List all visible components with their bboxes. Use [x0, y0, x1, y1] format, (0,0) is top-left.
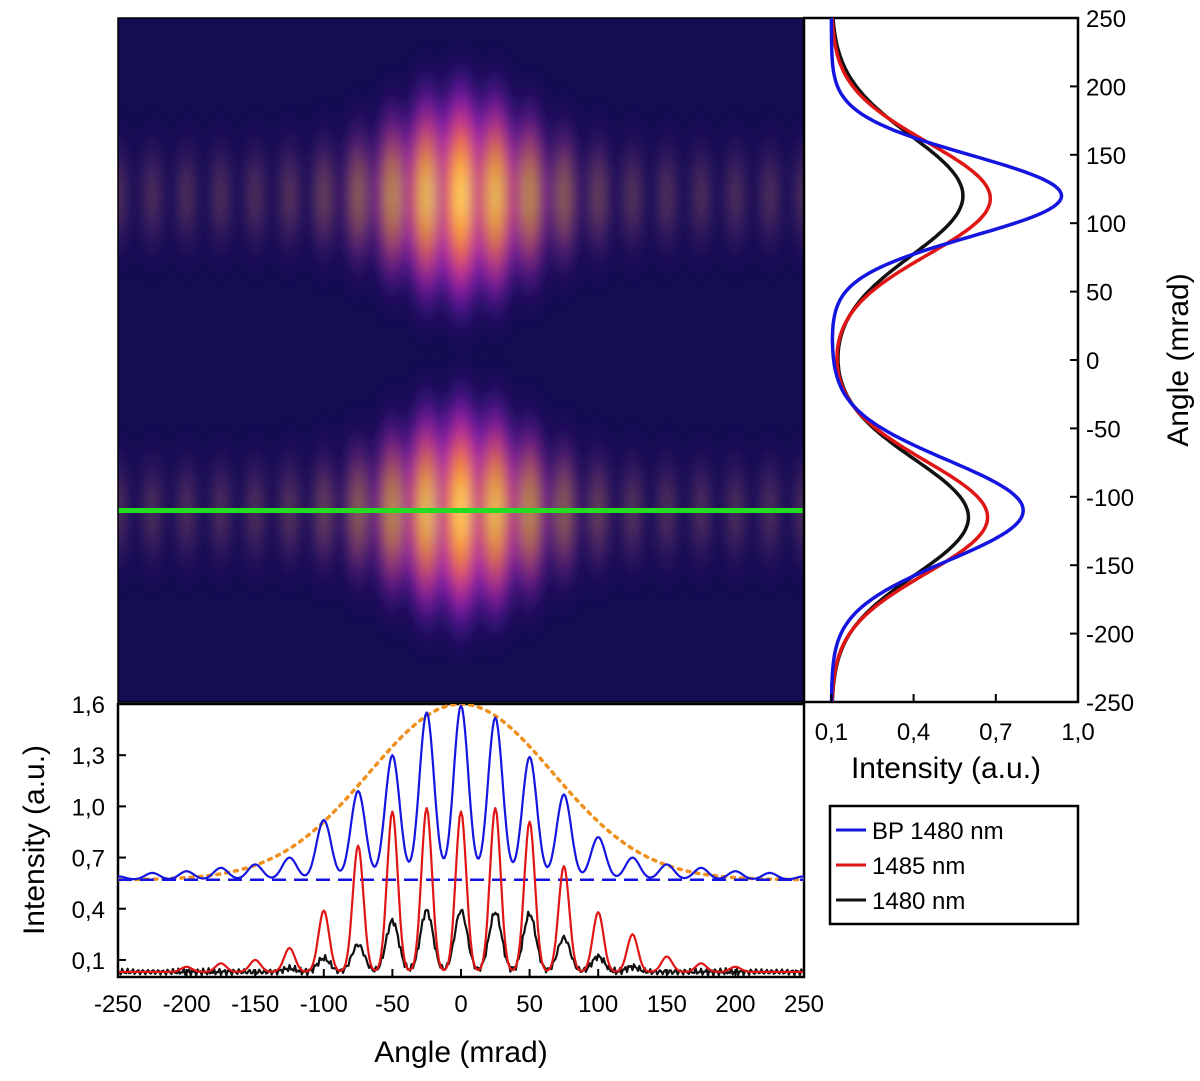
bottom-profile-plot: -250 -200 -150 -100 -50 0 50 100 150 200 250 0,10,…	[18, 692, 824, 1069]
fringe-layer	[118, 70, 804, 636]
side-y-tick-label-5: 0	[1086, 348, 1099, 375]
fringe-lobe-0-8	[372, 98, 413, 293]
bottom-x-tick-label-6: 50	[516, 991, 543, 1018]
bottom-x-tick-label-10: 250	[784, 991, 824, 1018]
fringe-lobe-0-10	[435, 70, 487, 321]
fringe-lobe-0-0	[118, 140, 130, 251]
side-y-tick-label-8: -150	[1086, 553, 1134, 580]
bottom-x-tick-label-3: -100	[300, 991, 348, 1018]
bottom-plot-frame	[116, 702, 806, 979]
side-y-tick-label-10: -250	[1086, 690, 1134, 717]
side-y-tick-label-9: -200	[1086, 622, 1134, 649]
side-x-ticks: 0,1 0,4 0,7 1,0	[815, 694, 1095, 746]
fringe-lobe-0-19	[757, 140, 782, 251]
fringe-lobe-0-20	[792, 140, 804, 251]
side-y-tick-label-0: 250	[1086, 6, 1126, 33]
side-x-tick-label-0: 0,1	[815, 719, 848, 746]
bottom-x-tick-label-5: 0	[454, 991, 467, 1018]
bottom-y-tick-label-3: 1,0	[72, 794, 105, 821]
side-y-axis-title: Angle (mrad)	[1162, 273, 1195, 446]
side-series-line-1	[830, 18, 993, 702]
side-x-tick-label-3: 1,0	[1061, 719, 1094, 746]
bottom-y-ticks: 0,1 0,4 0,7 1,0 1,3 1,6	[72, 692, 126, 975]
bottom-series-line-1	[118, 807, 804, 973]
bottom-x-ticks: -250 -200 -150 -100 -50 0 50 100 150 200 250	[94, 969, 824, 1018]
bottom-series-layer	[118, 704, 804, 977]
bottom-x-tick-label-2: -150	[231, 991, 279, 1018]
fringe-lobe-0-15	[619, 137, 646, 254]
side-y-tick-label-7: -100	[1086, 485, 1134, 512]
bottom-y-tick-label-2: 0,7	[72, 846, 105, 873]
bottom-series-line-0	[118, 704, 804, 881]
bottom-y-tick-label-0: 0,1	[72, 948, 105, 975]
fringe-lobe-0-2	[174, 140, 199, 251]
side-y-ticks: 250 200 150 100 50 0 -50 -100 -150 -200 -250	[1070, 6, 1134, 717]
far-field-image	[118, 18, 804, 702]
bottom-x-tick-label-0: -250	[94, 991, 142, 1018]
side-x-axis-title: Intensity (a.u.)	[851, 752, 1041, 785]
side-plot-frame	[802, 16, 1080, 704]
bottom-x-tick-label-4: -50	[375, 991, 410, 1018]
legend-box	[828, 804, 1080, 926]
side-x-tick-label-2: 0,7	[979, 719, 1012, 746]
fringe-lobe-0-12	[509, 98, 550, 293]
fringe-lobe-0-17	[689, 140, 714, 251]
side-profile-plot: 0,1 0,4 0,7 1,0 250 200 150 100 50 0 -50 -100 -150 -…	[802, 6, 1195, 785]
fringe-lobe-0-4	[243, 140, 268, 252]
legend: BP 1480 nm 1485 nm 1480 nm	[828, 804, 1080, 926]
legend-label-bp-1480: BP 1480 nm	[872, 818, 1004, 845]
side-y-tick-label-6: -50	[1086, 416, 1121, 443]
side-y-tick-label-3: 100	[1086, 211, 1126, 238]
fringe-lobe-0-18	[723, 140, 748, 251]
fringe-lobe-0-14	[584, 131, 612, 260]
bottom-y-tick-label-5: 1,6	[72, 692, 105, 719]
bottom-x-tick-label-7: 100	[578, 991, 618, 1018]
side-y-tick-label-4: 50	[1086, 280, 1113, 307]
fringe-lobe-0-3	[208, 140, 233, 251]
bottom-x-axis-title: Angle (mrad)	[374, 1036, 547, 1069]
bottom-envelope-line	[118, 704, 804, 882]
fringe-lobe-0-11	[471, 79, 520, 313]
fringe-lobe-0-1	[140, 140, 165, 251]
bottom-y-tick-label-1: 0,4	[72, 897, 105, 924]
side-series-line-0	[829, 18, 1064, 702]
fringe-lobe-0-16	[654, 140, 679, 252]
legend-label-1485: 1485 nm	[872, 853, 965, 880]
side-y-tick-label-1: 200	[1086, 74, 1126, 101]
fringe-lobe-0-7	[341, 118, 375, 273]
fringe-lobe-0-6	[310, 131, 338, 260]
fringe-lobe-0-5	[276, 137, 303, 254]
side-y-tick-label-2: 150	[1086, 143, 1126, 170]
legend-label-1480: 1480 nm	[872, 888, 965, 915]
bottom-x-tick-label-1: -200	[163, 991, 211, 1018]
side-x-tick-label-1: 0,4	[897, 719, 930, 746]
bottom-y-tick-label-4: 1,3	[72, 743, 105, 770]
bottom-x-tick-label-9: 200	[715, 991, 755, 1018]
bottom-y-axis-title: Intensity (a.u.)	[18, 745, 51, 935]
bottom-x-tick-label-8: 150	[647, 991, 687, 1018]
side-series-layer	[829, 18, 1064, 702]
fringe-lobe-0-13	[547, 118, 581, 273]
